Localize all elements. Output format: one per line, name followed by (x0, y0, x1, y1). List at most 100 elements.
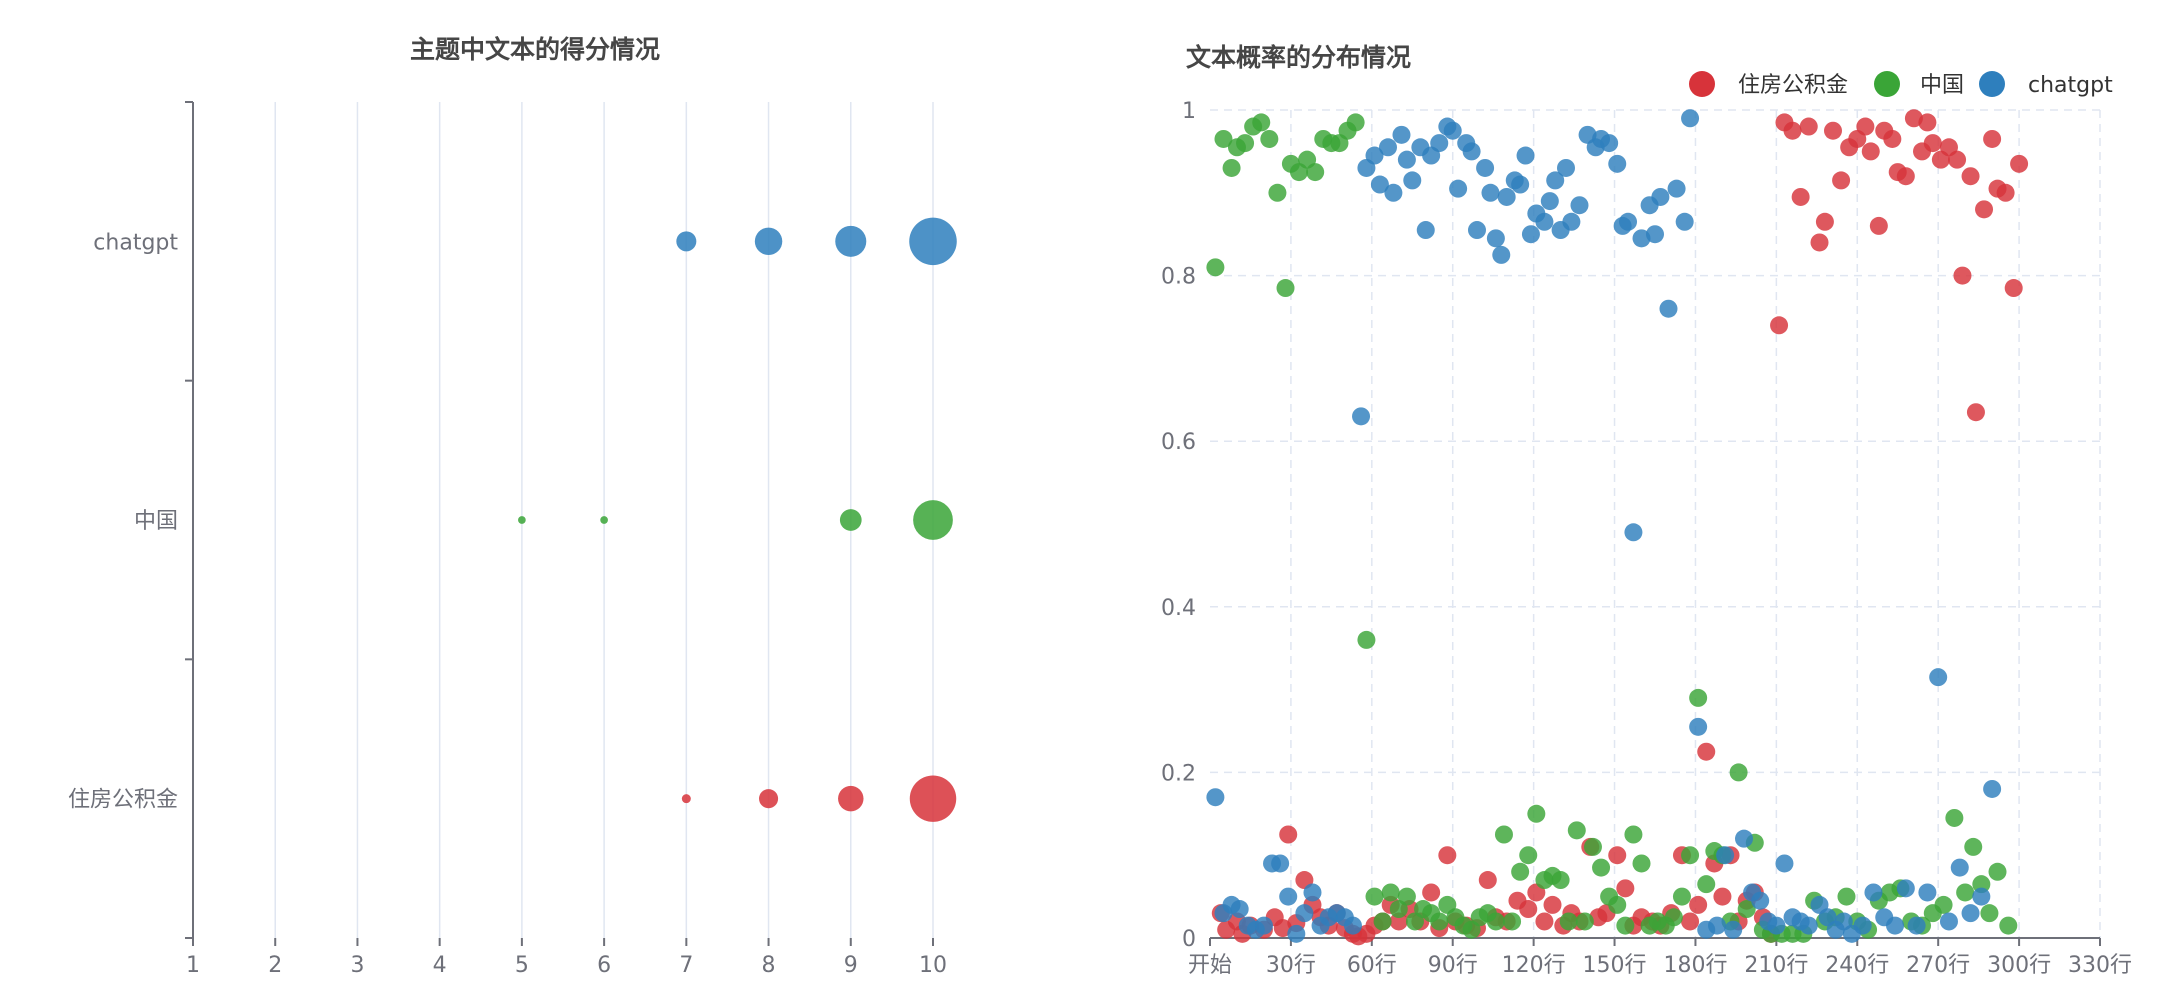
scatter-point (1397, 150, 1416, 169)
scatter-point (1616, 916, 1635, 935)
scatter-point (1619, 212, 1638, 231)
scatter-point (1271, 854, 1290, 873)
scatter-point (1279, 825, 1298, 844)
legend-marker (1874, 71, 1900, 97)
bubble-x-tick-label: 8 (762, 953, 776, 978)
scatter-point (1972, 875, 1991, 894)
scatter-point (1961, 167, 1980, 186)
scatter-point (1352, 407, 1371, 426)
scatter-y-tick-label: 1 (1182, 99, 1196, 124)
scatter-point (1918, 113, 1937, 132)
scatter-chart-title: 文本概率的分布情况 (1186, 43, 1411, 72)
scatter-point (1557, 158, 1575, 177)
scatter-x-tick-label: 30行 (1266, 953, 1316, 978)
scatter-x-tick-label: 330行 (2068, 953, 2132, 978)
scatter-point (1751, 891, 1770, 910)
scatter-point (1659, 299, 1678, 318)
scatter-point (1929, 668, 1948, 687)
scatter-point (1365, 146, 1384, 165)
legend-marker (1689, 71, 1715, 97)
legend-item-3: chatgpt (1979, 71, 2113, 98)
scatter-point (1689, 717, 1708, 736)
scatter-point (1608, 154, 1627, 173)
scatter-point (1535, 912, 1554, 931)
scatter-point (1468, 221, 1486, 240)
scatter-point (1430, 134, 1449, 153)
scatter-point (1379, 138, 1397, 157)
scatter-point (1939, 912, 1958, 931)
scatter-point (1551, 871, 1570, 890)
scatter-point (1799, 916, 1818, 935)
scatter-x-tick-label: 90行 (1428, 953, 1478, 978)
scatter-y-tick-label: 0.4 (1161, 596, 1196, 621)
scatter-point (1222, 158, 1241, 177)
scatter-point (1651, 187, 1670, 206)
scatter-point (1724, 920, 1743, 939)
scatter-point (1918, 883, 1937, 902)
bubble-x-tick-label: 2 (268, 953, 282, 978)
scatter-point (1664, 908, 1683, 927)
scatter-point (1443, 121, 1462, 140)
scatter-point (1950, 858, 1969, 877)
scatter-point (1492, 245, 1511, 264)
bubble-point (838, 785, 864, 812)
scatter-point (1775, 854, 1794, 873)
scatter-point (1815, 212, 1834, 231)
bubble-category-label: 中国 (134, 509, 178, 534)
scatter-point (1681, 846, 1700, 865)
scatter-point (1503, 912, 1522, 931)
scatter-point (1254, 916, 1273, 935)
scatter-point (1996, 183, 2015, 202)
scatter-point (1824, 121, 1842, 140)
scatter-point (1397, 887, 1416, 906)
scatter-point (1511, 175, 1530, 194)
scatter-y-tick-label: 0.2 (1161, 761, 1196, 786)
scatter-point (1462, 142, 1481, 161)
scatter-x-tick-label: 60行 (1347, 953, 1397, 978)
legend-label: 住房公积金 (1738, 73, 1848, 98)
scatter-point (1543, 895, 1562, 914)
bubble-x-tick-label: 3 (350, 953, 364, 978)
bubble-category-label: chatgpt (93, 230, 178, 255)
scatter-point (1975, 200, 1994, 219)
bubble-point (759, 789, 779, 809)
scatter-point (1575, 912, 1594, 931)
scatter-point (1737, 900, 1756, 919)
scatter-point (1438, 846, 1457, 865)
scatter-point (1346, 113, 1365, 132)
scatter-point (1697, 875, 1716, 894)
legend-label: chatgpt (2028, 73, 2113, 98)
scatter-point (1357, 630, 1376, 649)
scatter-x-tick-label: 210行 (1744, 953, 1808, 978)
scatter-point (1516, 146, 1535, 165)
scatter-point (1999, 916, 2018, 935)
scatter-point (1570, 196, 1589, 215)
scatter-point (1521, 225, 1540, 244)
scatter-point (1832, 171, 1851, 190)
scatter-point (1689, 895, 1708, 914)
scatter-point (1230, 900, 1249, 919)
scatter-point (1608, 846, 1627, 865)
scatter-point (2004, 279, 2023, 298)
scatter-point (1896, 879, 1915, 898)
scatter-y-tick-label: 0.8 (1161, 265, 1196, 290)
scatter-point (1384, 183, 1403, 202)
scatter-point (1206, 258, 1225, 277)
scatter-point (1494, 825, 1513, 844)
scatter-x-tick-label: 120行 (1502, 953, 1566, 978)
bubble-point (676, 231, 697, 252)
scatter-point (1907, 916, 1926, 935)
scatter-point (1837, 887, 1856, 906)
scatter-point (1583, 837, 1602, 856)
bubble-chart-title: 主题中文本的得分情况 (410, 35, 660, 64)
scatter-x-tick-label: 270行 (1906, 953, 1970, 978)
scatter-point (1923, 134, 1942, 153)
scatter-point (1527, 804, 1546, 823)
scatter-point (1953, 266, 1972, 285)
scatter-point (1864, 883, 1883, 902)
bubble-point (835, 225, 867, 257)
scatter-point (1481, 183, 1500, 202)
scatter-point (1608, 895, 1627, 914)
